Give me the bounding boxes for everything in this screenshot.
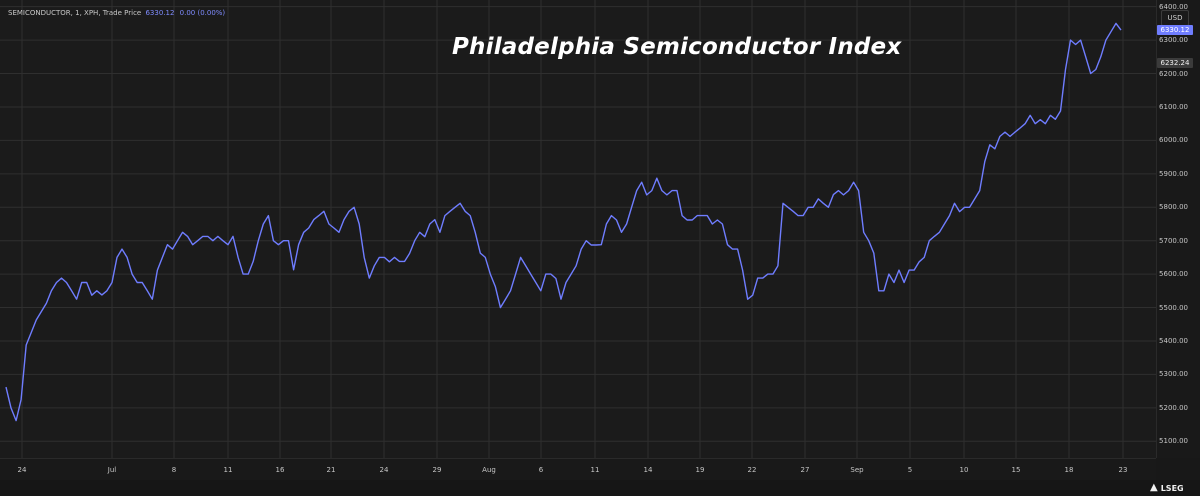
y-tick-label: 6200.00 — [1159, 69, 1188, 78]
interval-label: 1 — [75, 9, 80, 17]
x-tick-label: 27 — [800, 466, 810, 474]
y-tick-label: 5100.00 — [1159, 437, 1188, 446]
previous-price-tag: 6232.24 — [1157, 57, 1193, 68]
x-tick-label: 24 — [379, 466, 389, 474]
price-axis[interactable] — [1156, 0, 1200, 458]
currency-selector[interactable]: USD — [1161, 10, 1189, 26]
chart-header: SEMICONDUCTOR, 1, XPH, Trade Price 6330.… — [8, 9, 226, 17]
lseg-mark-icon: ▲ — [1150, 482, 1158, 493]
x-tick-label: 21 — [326, 466, 336, 474]
price-type-label: Trade Price — [102, 9, 142, 17]
x-tick-label: 10 — [959, 466, 969, 474]
header-change: 0.00 (0.00%) — [179, 9, 226, 17]
y-tick-label: 6400.00 — [1159, 2, 1188, 11]
last-price-tag: 6330.12 — [1157, 25, 1193, 36]
price-series-line — [5, 22, 1122, 422]
x-tick-label: 22 — [747, 466, 757, 474]
symbol-label: SEMICONDUCTOR — [8, 9, 71, 17]
x-tick-label: 8 — [171, 466, 177, 474]
x-tick-label: 11 — [590, 466, 600, 474]
y-tick-label: 5700.00 — [1159, 236, 1188, 245]
y-tick-label: 5400.00 — [1159, 336, 1188, 345]
x-tick-label: 14 — [643, 466, 653, 474]
chart-title: Philadelphia Semiconductor Index — [452, 34, 902, 60]
x-tick-label: 24 — [17, 466, 27, 474]
y-tick-label: 5300.00 — [1159, 370, 1188, 379]
exchange-label: XPH — [84, 9, 99, 17]
x-tick-label: 19 — [695, 466, 705, 474]
x-tick-label: Sep — [850, 466, 864, 474]
x-tick-label: 18 — [1064, 466, 1074, 474]
x-tick-label: 5 — [907, 466, 913, 474]
chart-footer — [0, 480, 1200, 496]
y-tick-label: 5600.00 — [1159, 270, 1188, 279]
y-tick-label: 5200.00 — [1159, 403, 1188, 412]
x-tick-label: 15 — [1011, 466, 1021, 474]
y-tick-label: 5900.00 — [1159, 169, 1188, 178]
brand-label: LSEG — [1160, 483, 1184, 493]
x-tick-label: 16 — [275, 466, 285, 474]
y-tick-label: 6300.00 — [1159, 36, 1188, 45]
x-tick-label: Aug — [482, 466, 496, 474]
lseg-logo: ▲ LSEG — [1150, 483, 1184, 493]
y-tick-label: 6000.00 — [1159, 136, 1188, 145]
y-tick-label: 6100.00 — [1159, 102, 1188, 111]
x-tick-label: Jul — [107, 466, 117, 474]
time-axis[interactable]: 24 Jul 8 11 16 21 24 29 Aug 6 11 14 19 22 27 Sep 5 10 15 18… — [0, 458, 1156, 481]
y-tick-label: 5500.00 — [1159, 303, 1188, 312]
y-tick-label: 5800.00 — [1159, 203, 1188, 212]
x-tick-label: 11 — [223, 466, 233, 474]
plot-area[interactable] — [0, 0, 1156, 458]
header-last-price: 6330.12 — [145, 9, 175, 17]
x-tick-label: 23 — [1118, 466, 1128, 474]
x-tick-label: 6 — [538, 466, 544, 474]
price-chart[interactable] — [0, 0, 1156, 458]
x-tick-label: 29 — [432, 466, 442, 474]
